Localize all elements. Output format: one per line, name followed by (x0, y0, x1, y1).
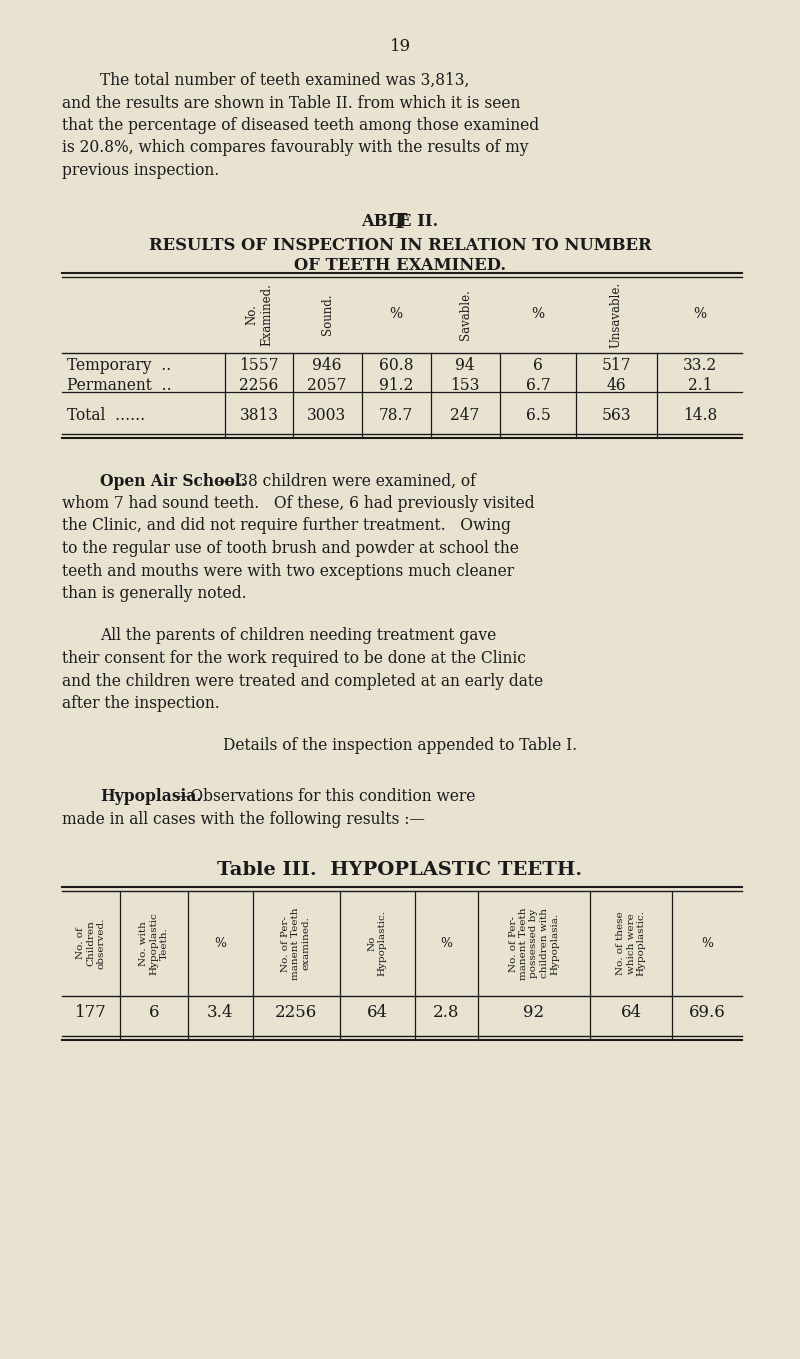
Text: 60.8: 60.8 (378, 356, 414, 374)
Text: 6.5: 6.5 (526, 408, 550, 424)
Text: is 20.8%, which compares favourably with the results of my: is 20.8%, which compares favourably with… (62, 140, 529, 156)
Text: teeth and mouths were with two exceptions much cleaner: teeth and mouths were with two exception… (62, 563, 514, 579)
Text: ABLE II.: ABLE II. (362, 212, 438, 230)
Text: Sound.: Sound. (321, 294, 334, 336)
Text: OF TEETH EXAMINED.: OF TEETH EXAMINED. (294, 257, 506, 273)
Text: No. with
Hypoplastic
Teeth.: No. with Hypoplastic Teeth. (139, 912, 169, 974)
Text: 78.7: 78.7 (379, 408, 413, 424)
Text: that the percentage of diseased teeth among those examined: that the percentage of diseased teeth am… (62, 117, 539, 135)
Text: 6: 6 (149, 1004, 159, 1021)
Text: 6: 6 (533, 356, 543, 374)
Text: previous inspection.: previous inspection. (62, 162, 219, 179)
Text: 64: 64 (366, 1004, 387, 1021)
Text: after the inspection.: after the inspection. (62, 694, 220, 712)
Text: 2.1: 2.1 (688, 378, 712, 394)
Text: than is generally noted.: than is generally noted. (62, 584, 246, 602)
Text: 92: 92 (523, 1004, 545, 1021)
Text: 1557: 1557 (239, 356, 278, 374)
Text: 46: 46 (606, 378, 626, 394)
Text: All the parents of children needing treatment gave: All the parents of children needing trea… (100, 628, 496, 644)
Text: 517: 517 (602, 356, 630, 374)
Text: made in all cases with the following results :—: made in all cases with the following res… (62, 810, 425, 828)
Text: and the children were treated and completed at an early date: and the children were treated and comple… (62, 673, 543, 689)
Text: 3003: 3003 (307, 408, 346, 424)
Text: The total number of teeth examined was 3,813,: The total number of teeth examined was 3… (100, 72, 470, 88)
Text: — 38 children were examined, of: — 38 children were examined, of (218, 473, 476, 489)
Text: %: % (701, 936, 713, 950)
Text: 3.4: 3.4 (206, 1004, 234, 1021)
Text: Total  ......: Total ...... (67, 408, 145, 424)
Text: 153: 153 (450, 378, 480, 394)
Text: %: % (390, 307, 402, 322)
Text: Table III.  HYPOPLASTIC TEETH.: Table III. HYPOPLASTIC TEETH. (218, 862, 582, 879)
Text: 94: 94 (455, 356, 475, 374)
Text: the Clinic, and did not require further treatment.   Owing: the Clinic, and did not require further … (62, 518, 511, 534)
Text: RESULTS OF INSPECTION IN RELATION TO NUMBER: RESULTS OF INSPECTION IN RELATION TO NUM… (149, 236, 651, 254)
Text: 64: 64 (621, 1004, 642, 1021)
Text: No. of these
which were
Hypoplastic.: No. of these which were Hypoplastic. (616, 911, 646, 977)
Text: T: T (392, 212, 408, 232)
Text: Hypoplasia.: Hypoplasia. (100, 788, 202, 805)
Text: No. of Per-
manent Teeth
examined.: No. of Per- manent Teeth examined. (281, 908, 311, 980)
Text: 91.2: 91.2 (379, 378, 413, 394)
Text: %: % (531, 307, 545, 322)
Text: their consent for the work required to be done at the Clinic: their consent for the work required to b… (62, 650, 526, 667)
Text: %: % (694, 307, 706, 322)
Text: No. of
Children
observed.: No. of Children observed. (76, 917, 106, 969)
Text: No
Hypoplastic.: No Hypoplastic. (367, 911, 386, 977)
Text: Savable.: Savable. (458, 289, 471, 340)
Text: %: % (214, 936, 226, 950)
Text: and the results are shown in Table II. from which it is seen: and the results are shown in Table II. f… (62, 95, 520, 111)
Text: 2256: 2256 (275, 1004, 317, 1021)
Text: No. of Per-
manent Teeth
possessed by
children with
Hypoplasia.: No. of Per- manent Teeth possessed by ch… (509, 908, 559, 980)
Text: 3813: 3813 (239, 408, 278, 424)
Text: 69.6: 69.6 (689, 1004, 726, 1021)
Text: 247: 247 (450, 408, 480, 424)
Text: Open Air School.: Open Air School. (100, 473, 246, 489)
Text: whom 7 had sound teeth.   Of these, 6 had previously visited: whom 7 had sound teeth. Of these, 6 had … (62, 495, 534, 512)
Text: to the regular use of tooth brush and powder at school the: to the regular use of tooth brush and po… (62, 540, 519, 557)
Text: 14.8: 14.8 (683, 408, 717, 424)
Text: Details of the inspection appended to Table I.: Details of the inspection appended to Ta… (223, 738, 577, 754)
Text: Temporary  ..: Temporary .. (67, 356, 171, 374)
Text: 2.8: 2.8 (433, 1004, 459, 1021)
Text: %: % (440, 936, 452, 950)
Text: 946: 946 (312, 356, 342, 374)
Text: Unsavable.: Unsavable. (610, 281, 622, 348)
Text: Permanent  ..: Permanent .. (67, 378, 172, 394)
Text: 6.7: 6.7 (526, 378, 550, 394)
Text: 177: 177 (75, 1004, 107, 1021)
Text: 563: 563 (601, 408, 631, 424)
Text: No.
Examined.: No. Examined. (245, 283, 273, 347)
Text: 2256: 2256 (239, 378, 278, 394)
Text: 19: 19 (390, 38, 410, 54)
Text: —Observations for this condition were: —Observations for this condition were (175, 788, 475, 805)
Text: 33.2: 33.2 (683, 356, 717, 374)
Text: 2057: 2057 (307, 378, 346, 394)
